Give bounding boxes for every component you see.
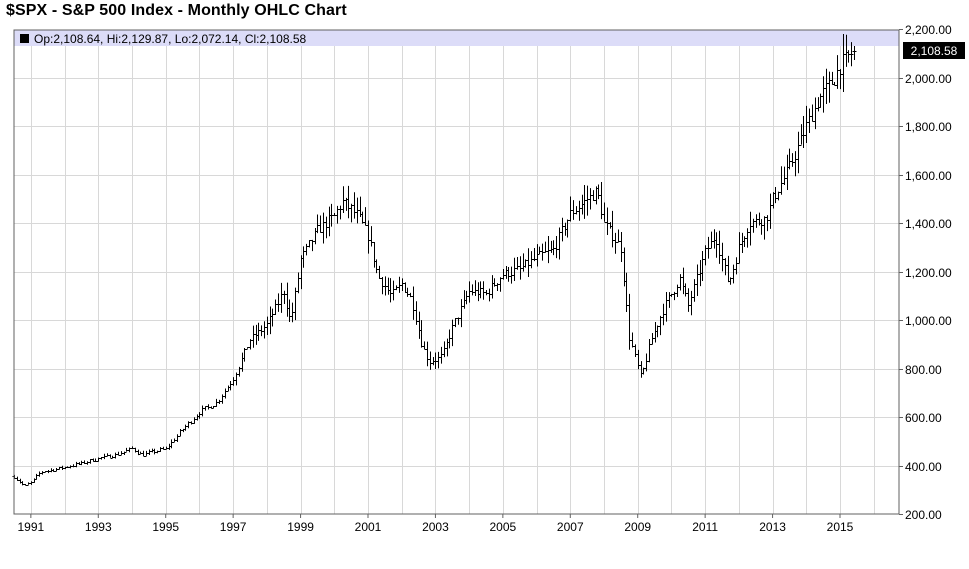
last-price-box: [903, 42, 965, 59]
y-tick-label: 200.00: [905, 508, 942, 522]
x-tick-label: 2011: [692, 520, 718, 534]
x-tick-label: 2005: [490, 520, 517, 534]
ohlc-bar: [852, 46, 857, 61]
y-tick-label: 1,600.00: [905, 169, 952, 183]
ohlc-readout: Op:2,108.64, Hi:2,129.87, Lo:2,072.14, C…: [34, 32, 307, 46]
y-tick-label: 1,400.00: [905, 217, 952, 231]
bars-layer: [12, 33, 857, 486]
ohlc-readout-band: [14, 30, 899, 46]
x-tick-label: 1999: [287, 520, 314, 534]
grid-layer: [14, 30, 899, 514]
x-axis: 1991 1993 1995 1997 1999 2001 2003 2005 2007 2009…: [18, 514, 854, 534]
ohlc-bar: [849, 42, 854, 67]
x-tick-label: 2001: [355, 520, 382, 534]
x-tick-label: 2013: [759, 520, 786, 534]
x-tick-label: 1995: [152, 520, 179, 534]
y-tick-label: 800.00: [905, 363, 942, 377]
y-tick-label: 1,200.00: [905, 266, 952, 280]
x-tick-label: 2015: [827, 520, 854, 534]
last-price-label: 2,108.58: [911, 44, 958, 58]
x-tick-label: 1993: [85, 520, 112, 534]
y-tick-label: 600.00: [905, 411, 942, 425]
y-tick-label: 2,200.00: [905, 23, 952, 37]
y-tick-label: 1,800.00: [905, 120, 952, 134]
x-tick-label: 2007: [557, 520, 584, 534]
y-tick-label: 400.00: [905, 460, 942, 474]
y-tick-label: 1,000.00: [905, 314, 952, 328]
y-tick-label: 2,000.00: [905, 72, 952, 86]
x-tick-label: 1997: [220, 520, 247, 534]
y-axis: 200.00 400.00 600.00 800.00 1,000.00 1,200.00…: [899, 23, 952, 522]
series-marker-icon: [20, 34, 29, 43]
x-tick-label: 2009: [624, 520, 651, 534]
chart-title: $SPX - S&P 500 Index - Monthly OHLC Char…: [6, 2, 347, 19]
x-tick-label: 2003: [422, 520, 449, 534]
x-tick-label: 1991: [18, 520, 45, 534]
